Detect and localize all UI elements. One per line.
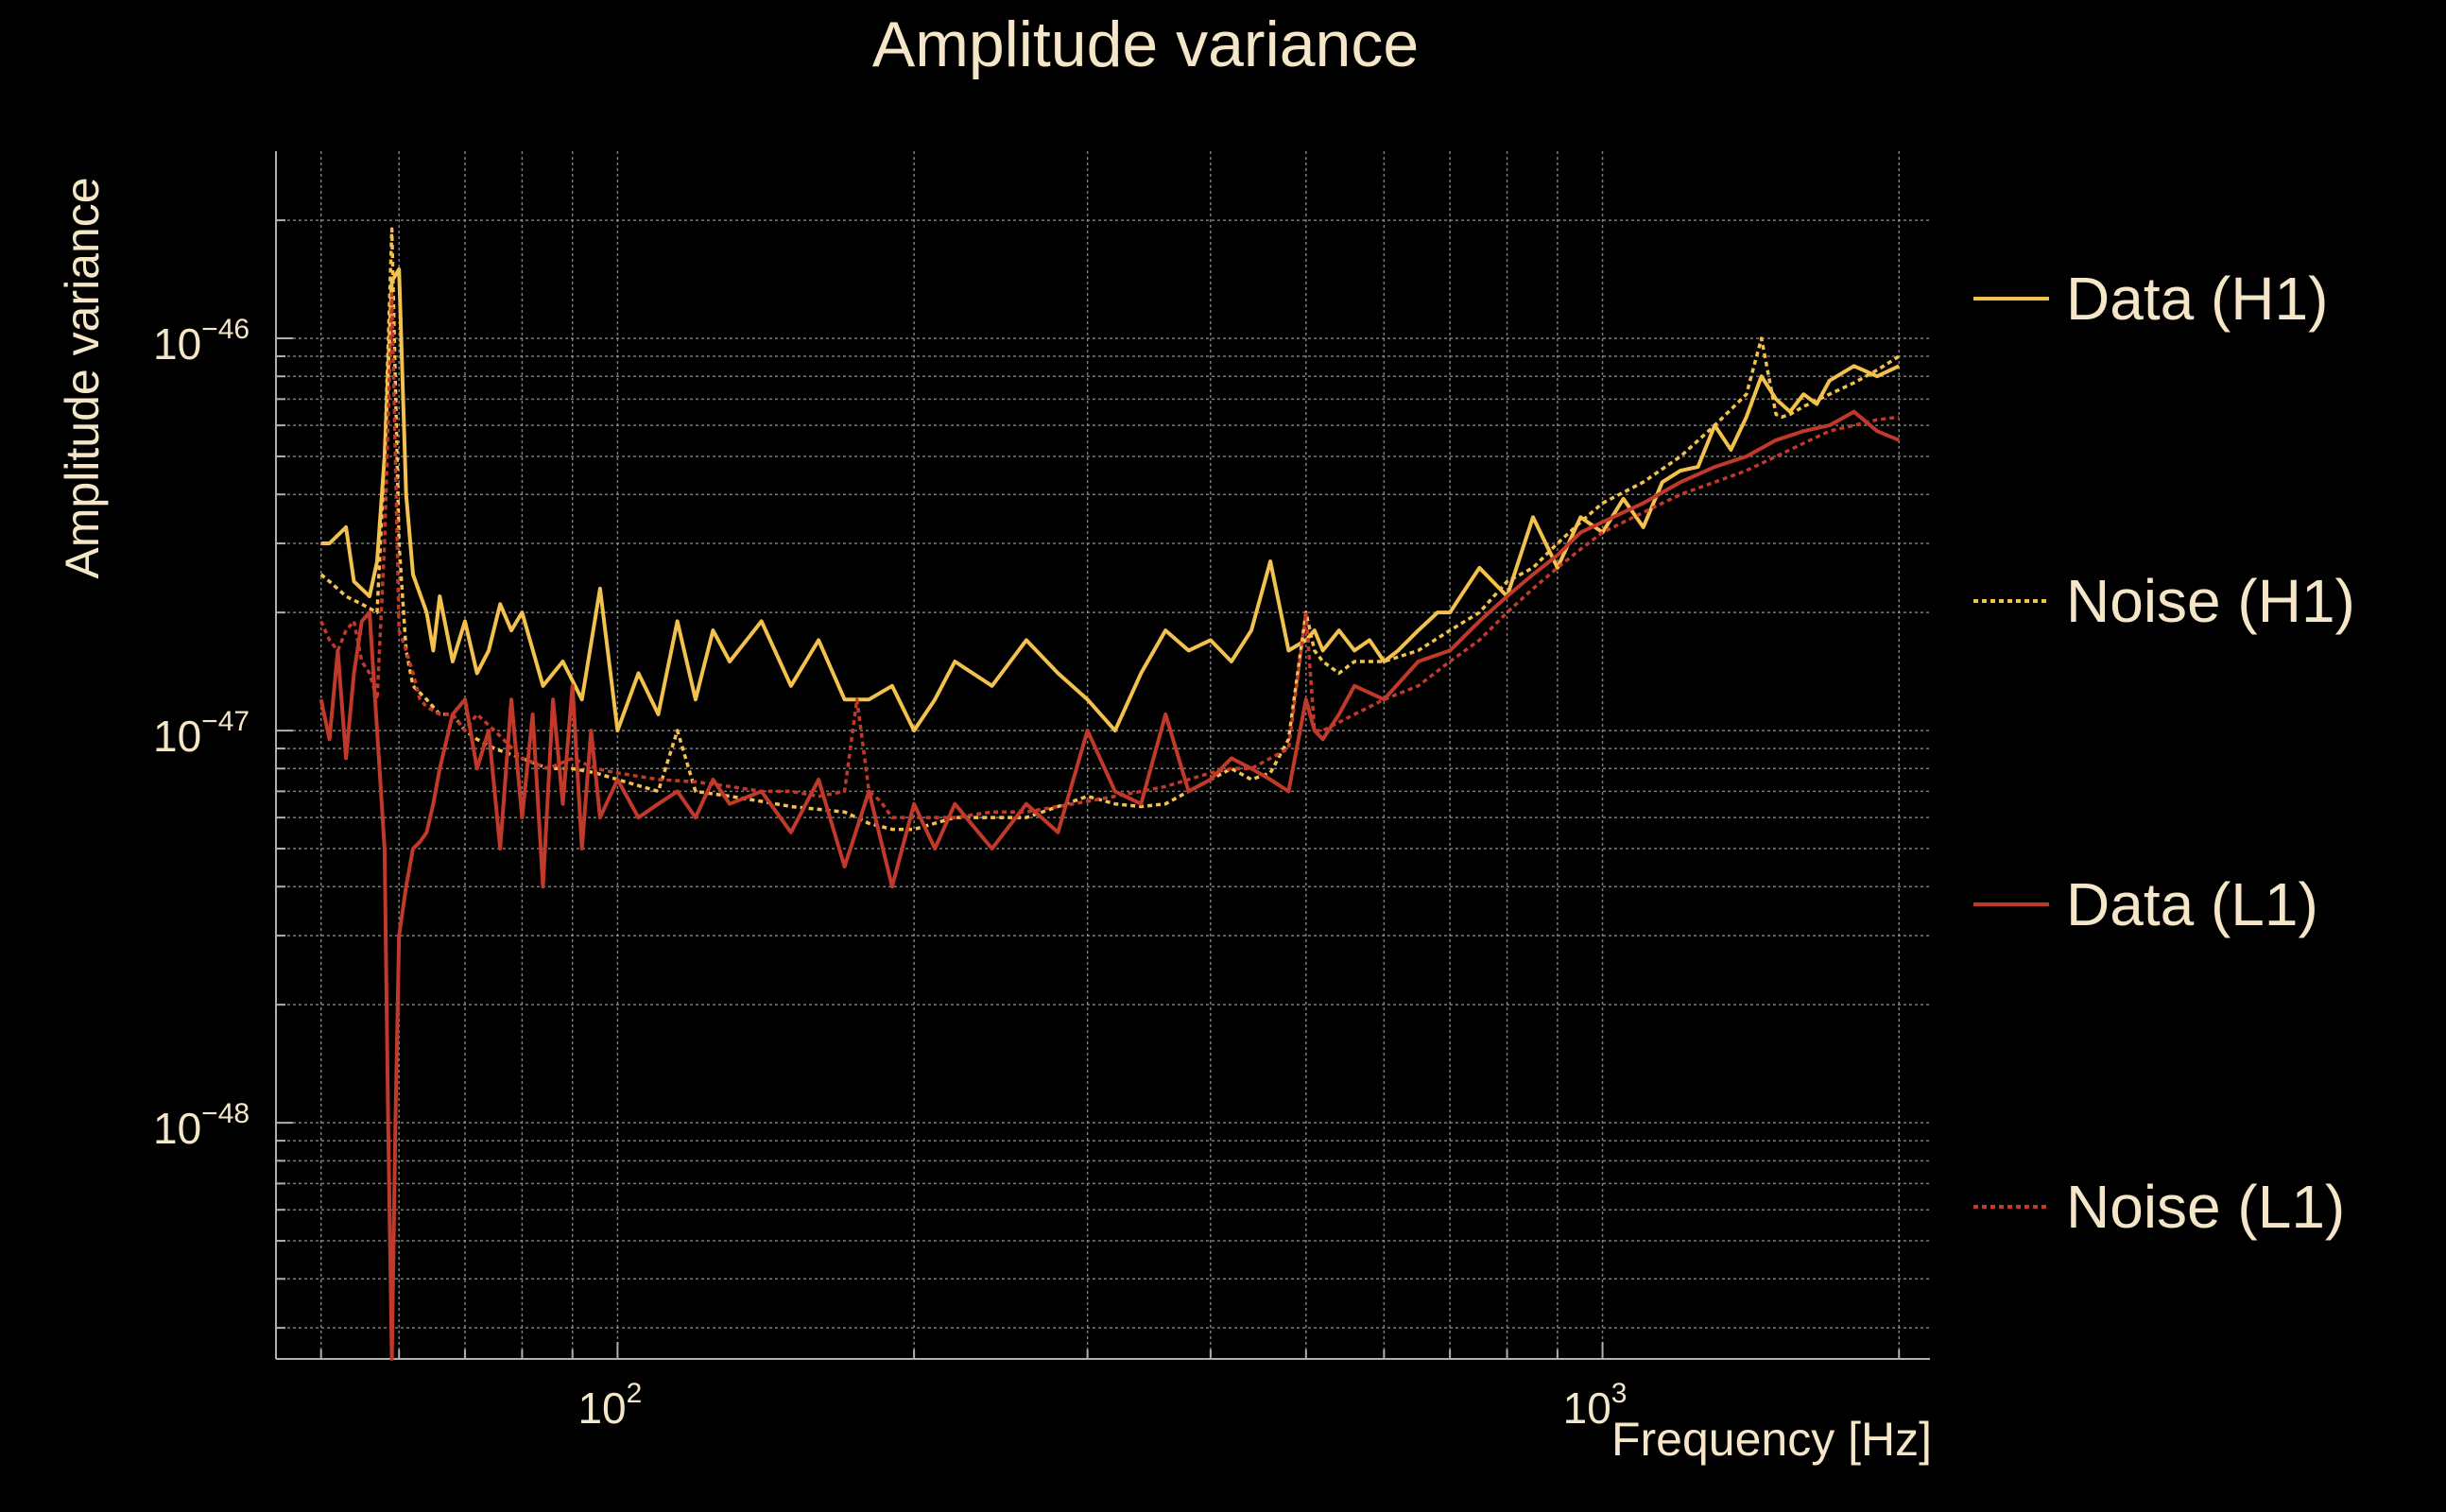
x-axis-label: Frequency [Hz] xyxy=(1611,1413,1932,1466)
x-tick-label: 102 xyxy=(577,1378,642,1433)
chart-title: Amplitude variance xyxy=(872,9,1419,80)
legend-label: Data (H1) xyxy=(2066,265,2328,333)
legend-label: Noise (H1) xyxy=(2066,567,2355,635)
legend-label: Data (L1) xyxy=(2066,870,2318,938)
x-tick-label: 103 xyxy=(1563,1378,1628,1433)
legend: Data (H1) Noise (H1) Data (L1) Noise (L1) xyxy=(1973,265,2355,1241)
grid xyxy=(276,151,1930,1359)
axes: 102 103 10−46 10−47 10−48 xyxy=(153,151,1930,1433)
y-tick-label: 10−47 xyxy=(153,706,250,761)
series-lines xyxy=(319,227,1901,1361)
legend-label: Noise (L1) xyxy=(2066,1173,2345,1241)
series-line-data-h1 xyxy=(320,266,1901,733)
series-line-noise-l1 xyxy=(319,291,1900,819)
y-tick-label: 10−46 xyxy=(153,314,250,369)
y-tick-label: 10−48 xyxy=(153,1098,250,1153)
series-line-data-l1 xyxy=(319,409,1901,1361)
y-axis-label: Amplitude variance xyxy=(56,177,109,578)
